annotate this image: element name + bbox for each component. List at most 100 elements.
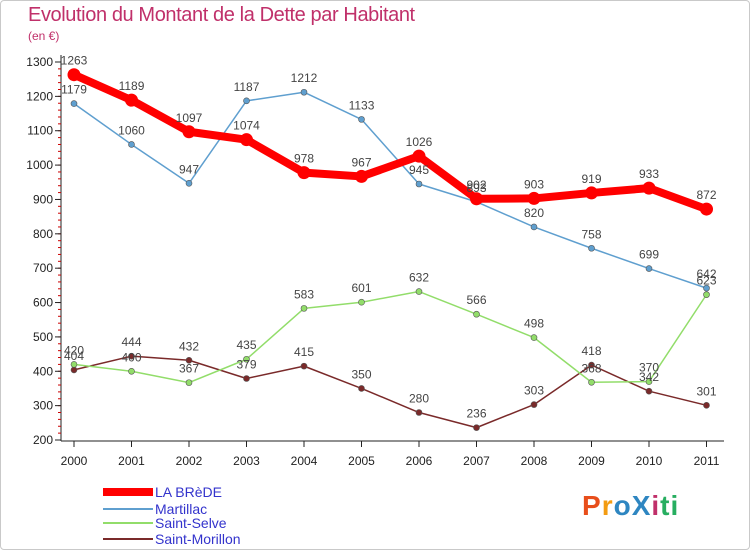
x-tick-label: 2002 bbox=[176, 454, 203, 468]
y-tick-label: 700 bbox=[33, 261, 53, 275]
data-point bbox=[297, 166, 311, 180]
data-point bbox=[243, 97, 250, 105]
data-point bbox=[243, 355, 250, 363]
y-tick-label: 500 bbox=[33, 330, 53, 344]
data-label: 566 bbox=[466, 293, 486, 307]
data-point bbox=[415, 180, 423, 188]
data-label: 1097 bbox=[176, 111, 203, 125]
data-label: 350 bbox=[351, 367, 371, 381]
data-label: 642 bbox=[696, 267, 716, 281]
legend-label: Martillac bbox=[155, 501, 208, 517]
data-point bbox=[415, 409, 423, 416]
legend-swatch bbox=[103, 538, 153, 540]
y-tick-label: 200 bbox=[33, 433, 53, 447]
data-label: 400 bbox=[121, 350, 141, 364]
x-tick-label: 2003 bbox=[233, 454, 260, 468]
data-label: 623 bbox=[696, 274, 716, 288]
y-tick-label: 1200 bbox=[26, 89, 53, 103]
y-tick-label: 800 bbox=[33, 227, 53, 241]
data-label: 919 bbox=[581, 172, 601, 186]
legend-swatch bbox=[103, 508, 153, 510]
data-point bbox=[70, 366, 78, 374]
data-label: 872 bbox=[696, 188, 716, 202]
data-point bbox=[355, 169, 368, 183]
data-label: 699 bbox=[639, 248, 659, 262]
data-label: 432 bbox=[179, 339, 199, 353]
data-point bbox=[473, 424, 480, 431]
x-tick-label: 2008 bbox=[521, 454, 548, 468]
data-label: 404 bbox=[64, 349, 84, 363]
x-tick-label: 2000 bbox=[61, 454, 88, 468]
data-label: 1263 bbox=[61, 54, 88, 68]
data-point bbox=[125, 93, 138, 107]
data-label: 758 bbox=[581, 227, 601, 241]
chart-subtitle: (en €) bbox=[28, 29, 60, 43]
legend-label: Saint-Morillon bbox=[155, 531, 241, 547]
data-point bbox=[185, 180, 193, 187]
data-label: 1026 bbox=[406, 135, 433, 149]
data-point bbox=[185, 379, 193, 386]
data-point bbox=[128, 352, 135, 360]
data-label: 601 bbox=[351, 281, 371, 295]
legend-label: Saint-Selve bbox=[155, 515, 227, 531]
data-point bbox=[300, 362, 308, 370]
y-tick-label: 300 bbox=[33, 399, 53, 413]
data-point bbox=[240, 133, 253, 147]
data-label: 978 bbox=[294, 152, 314, 166]
data-point bbox=[645, 265, 653, 272]
data-point bbox=[703, 291, 710, 298]
x-tick-label: 2001 bbox=[118, 454, 145, 468]
data-label: 236 bbox=[466, 407, 486, 421]
data-label: 967 bbox=[351, 155, 371, 169]
data-label: 945 bbox=[409, 163, 429, 177]
data-label: 1074 bbox=[233, 119, 260, 133]
x-tick-label: 2007 bbox=[463, 454, 490, 468]
series-line bbox=[70, 70, 711, 214]
data-label: 933 bbox=[639, 167, 659, 181]
data-label: 1133 bbox=[349, 98, 375, 112]
data-label: 902 bbox=[466, 178, 486, 192]
data-point bbox=[182, 125, 196, 139]
data-label: 435 bbox=[236, 338, 256, 352]
data-point bbox=[645, 378, 653, 385]
data-point bbox=[700, 202, 713, 216]
data-point bbox=[128, 141, 135, 148]
data-point bbox=[358, 298, 365, 306]
x-tick-label: 2004 bbox=[291, 454, 318, 468]
data-point bbox=[530, 401, 538, 408]
data-label: 301 bbox=[696, 384, 716, 398]
data-point bbox=[585, 186, 598, 200]
data-point bbox=[185, 356, 193, 364]
data-label: 1179 bbox=[61, 83, 87, 97]
y-tick-label: 1000 bbox=[26, 158, 53, 172]
data-label: 903 bbox=[524, 177, 544, 191]
y-tick-label: 900 bbox=[33, 192, 53, 206]
data-label: 893 bbox=[466, 181, 486, 195]
x-tick-label: 2009 bbox=[578, 454, 605, 468]
y-tick-label: 1300 bbox=[26, 55, 53, 69]
data-label: 415 bbox=[294, 345, 314, 359]
data-point bbox=[300, 88, 308, 96]
data-label: 1187 bbox=[234, 80, 260, 94]
data-label: 632 bbox=[409, 271, 429, 285]
data-point bbox=[300, 305, 308, 312]
data-label: 379 bbox=[236, 357, 256, 371]
y-tick-label: 600 bbox=[33, 296, 53, 310]
data-point bbox=[358, 385, 365, 392]
data-point bbox=[703, 401, 710, 409]
x-tick-label: 2011 bbox=[694, 454, 720, 468]
x-tick-label: 2005 bbox=[348, 454, 375, 468]
data-label: 583 bbox=[294, 287, 314, 301]
data-label: 420 bbox=[64, 343, 84, 357]
data-point bbox=[588, 378, 595, 386]
series-line bbox=[73, 290, 708, 384]
legend-label: LA BRèDE bbox=[155, 484, 222, 500]
data-point bbox=[415, 288, 423, 295]
legend-swatch bbox=[103, 488, 153, 496]
data-point bbox=[70, 361, 78, 368]
data-point bbox=[67, 68, 81, 82]
data-label: 1189 bbox=[119, 79, 145, 93]
data-label: 498 bbox=[524, 317, 544, 331]
data-point bbox=[588, 361, 595, 369]
